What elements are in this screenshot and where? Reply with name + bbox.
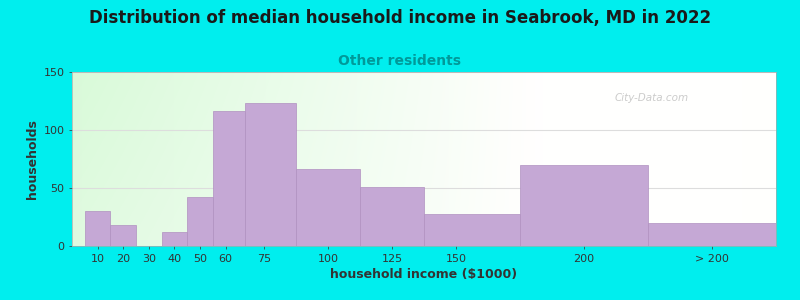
Bar bbox=[296, 169, 360, 246]
Bar bbox=[110, 225, 136, 246]
Bar bbox=[424, 214, 520, 246]
Bar bbox=[245, 103, 296, 246]
Bar bbox=[213, 111, 245, 246]
Bar bbox=[520, 165, 648, 246]
Y-axis label: households: households bbox=[26, 119, 39, 199]
Bar bbox=[187, 197, 213, 246]
Text: City-Data.com: City-Data.com bbox=[614, 93, 688, 103]
Bar bbox=[648, 223, 776, 246]
Bar bbox=[85, 211, 110, 246]
Text: Distribution of median household income in Seabrook, MD in 2022: Distribution of median household income … bbox=[89, 9, 711, 27]
Bar bbox=[360, 187, 424, 246]
Bar bbox=[162, 232, 187, 246]
X-axis label: household income ($1000): household income ($1000) bbox=[330, 268, 518, 281]
Text: Other residents: Other residents bbox=[338, 54, 462, 68]
